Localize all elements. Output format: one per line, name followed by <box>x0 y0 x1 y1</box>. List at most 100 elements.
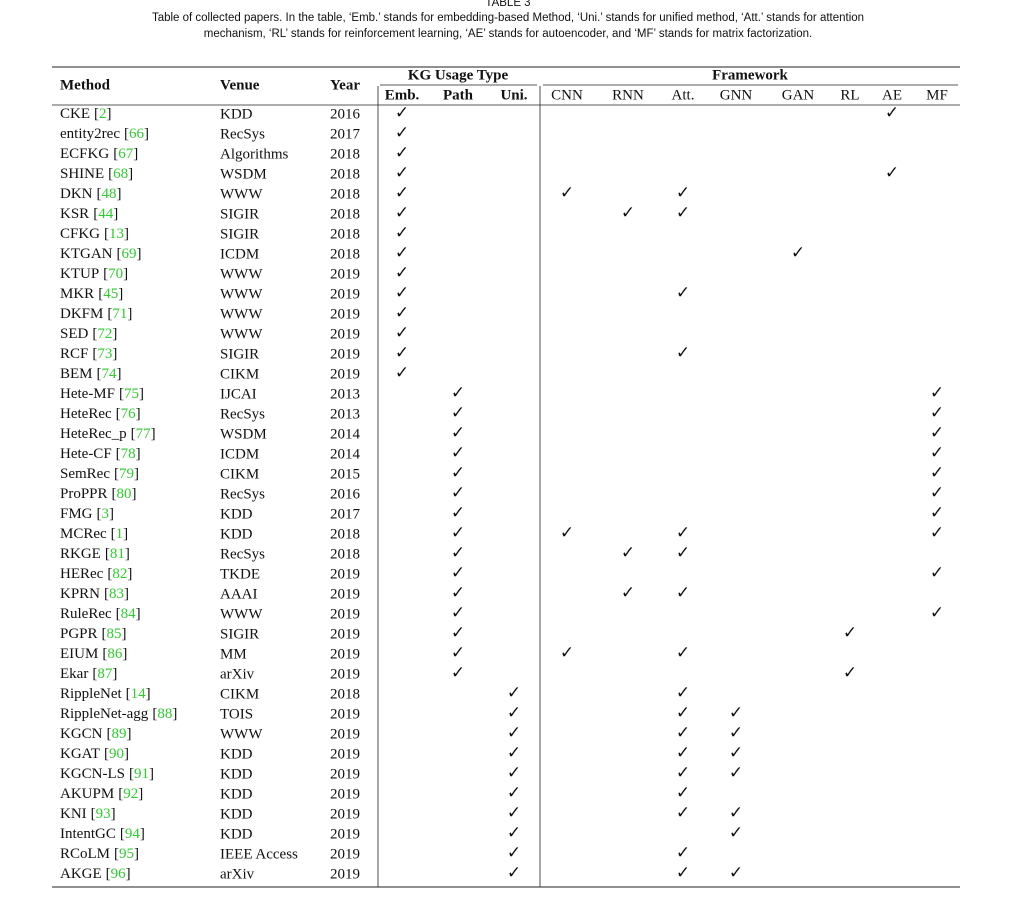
year-cell: 2018 <box>330 146 360 162</box>
method-cell: KGAT [90] <box>60 746 129 762</box>
citation: [75] <box>119 386 144 402</box>
method-cell: ECFKG [67] <box>60 146 138 162</box>
year-cell: 2014 <box>330 446 361 462</box>
method-cell: KTUP [70] <box>60 266 128 282</box>
method-name: KGCN <box>60 726 103 742</box>
year-cell: 2019 <box>330 866 360 882</box>
year-cell: 2019 <box>330 706 360 722</box>
sub-header: Att. <box>672 87 695 103</box>
citation: [92] <box>118 786 143 802</box>
year-cell: 2018 <box>330 166 360 182</box>
caption-line: mechanism, ‘RL’ stands for reinforcement… <box>204 28 813 40</box>
check-mark: ✓ <box>676 543 690 563</box>
citation: [93] <box>91 806 116 822</box>
venue-cell: SIGIR <box>220 226 259 242</box>
method-cell: Hete-MF [75] <box>60 386 144 402</box>
method-cell: CKE [2] <box>60 106 112 122</box>
citation: [72] <box>92 326 117 342</box>
check-mark: ✓ <box>451 443 465 463</box>
method-cell: KSR [44] <box>60 206 118 222</box>
method-name: Hete-MF <box>60 386 115 402</box>
citation: [81] <box>105 546 130 562</box>
check-mark: ✓ <box>451 563 465 583</box>
method-cell: PGPR [85] <box>60 626 127 642</box>
method-cell: RCF [73] <box>60 346 117 362</box>
citation: [77] <box>131 426 156 442</box>
check-mark: ✓ <box>729 863 743 883</box>
check-mark: ✓ <box>395 263 409 283</box>
check-mark: ✓ <box>885 103 899 123</box>
method-name: KGCN-LS <box>60 766 125 782</box>
check-mark: ✓ <box>930 483 944 503</box>
method-name: KSR <box>60 206 89 222</box>
method-name: CKE <box>60 106 90 122</box>
method-cell: KGCN-LS [91] <box>60 766 154 782</box>
year-cell: 2019 <box>330 266 360 282</box>
check-mark: ✓ <box>729 763 743 783</box>
venue-cell: TOIS <box>220 706 253 722</box>
method-name: KTUP <box>60 266 99 282</box>
check-mark: ✓ <box>451 623 465 643</box>
check-mark: ✓ <box>930 563 944 583</box>
method-cell: KTGAN [69] <box>60 246 142 262</box>
method-cell: AKGE [96] <box>60 866 131 882</box>
check-mark: ✓ <box>930 503 944 523</box>
method-name: entity2rec <box>60 126 120 142</box>
check-mark: ✓ <box>729 743 743 763</box>
venue-cell: RecSys <box>220 126 265 142</box>
citation: [3] <box>97 506 115 522</box>
venue-cell: ICDM <box>220 246 259 262</box>
citation: [44] <box>93 206 118 222</box>
venue-cell: WWW <box>220 726 263 742</box>
method-cell: DKN [48] <box>60 186 122 202</box>
method-cell: KGCN [89] <box>60 726 132 742</box>
check-mark: ✓ <box>676 343 690 363</box>
check-mark: ✓ <box>395 223 409 243</box>
check-mark: ✓ <box>451 663 465 683</box>
method-cell: DKFM [71] <box>60 306 132 322</box>
method-cell: Ekar [87] <box>60 666 117 682</box>
check-mark: ✓ <box>930 383 944 403</box>
method-cell: KPRN [83] <box>60 586 129 602</box>
method-name: KNI <box>60 806 87 822</box>
venue-cell: KDD <box>220 786 253 802</box>
method-cell: ProPPR [80] <box>60 486 137 502</box>
year-cell: 2018 <box>330 226 360 242</box>
check-mark: ✓ <box>676 763 690 783</box>
venue-cell: WSDM <box>220 426 267 442</box>
method-cell: RuleRec [84] <box>60 606 141 622</box>
year-cell: 2019 <box>330 306 360 322</box>
year-cell: 2019 <box>330 346 360 362</box>
check-mark: ✓ <box>507 823 521 843</box>
year-cell: 2018 <box>330 206 360 222</box>
check-mark: ✓ <box>507 703 521 723</box>
method-cell: RKGE [81] <box>60 546 130 562</box>
venue-cell: IJCAI <box>220 386 257 402</box>
method-name: SHINE <box>60 166 104 182</box>
year-cell: 2016 <box>330 106 361 122</box>
method-name: MCRec <box>60 526 107 542</box>
venue-cell: CIKM <box>220 366 259 382</box>
citation: [1] <box>111 526 129 542</box>
citation: [95] <box>114 846 139 862</box>
method-cell: entity2rec [66] <box>60 126 149 142</box>
method-cell: IntentGC [94] <box>60 826 145 842</box>
venue-cell: KDD <box>220 526 253 542</box>
citation: [89] <box>107 726 132 742</box>
method-name: ProPPR <box>60 486 108 502</box>
citation: [14] <box>126 686 151 702</box>
check-mark: ✓ <box>395 203 409 223</box>
method-cell: Hete-CF [78] <box>60 446 141 462</box>
method-cell: HeteRec [76] <box>60 406 141 422</box>
venue-cell: KDD <box>220 746 253 762</box>
year-cell: 2019 <box>330 326 360 342</box>
citation: [87] <box>92 666 117 682</box>
check-mark: ✓ <box>395 123 409 143</box>
check-mark: ✓ <box>676 583 690 603</box>
method-name: SemRec <box>60 466 110 482</box>
check-mark: ✓ <box>507 683 521 703</box>
year-cell: 2019 <box>330 566 360 582</box>
citation: [70] <box>103 266 128 282</box>
venue-cell: CIKM <box>220 686 259 702</box>
